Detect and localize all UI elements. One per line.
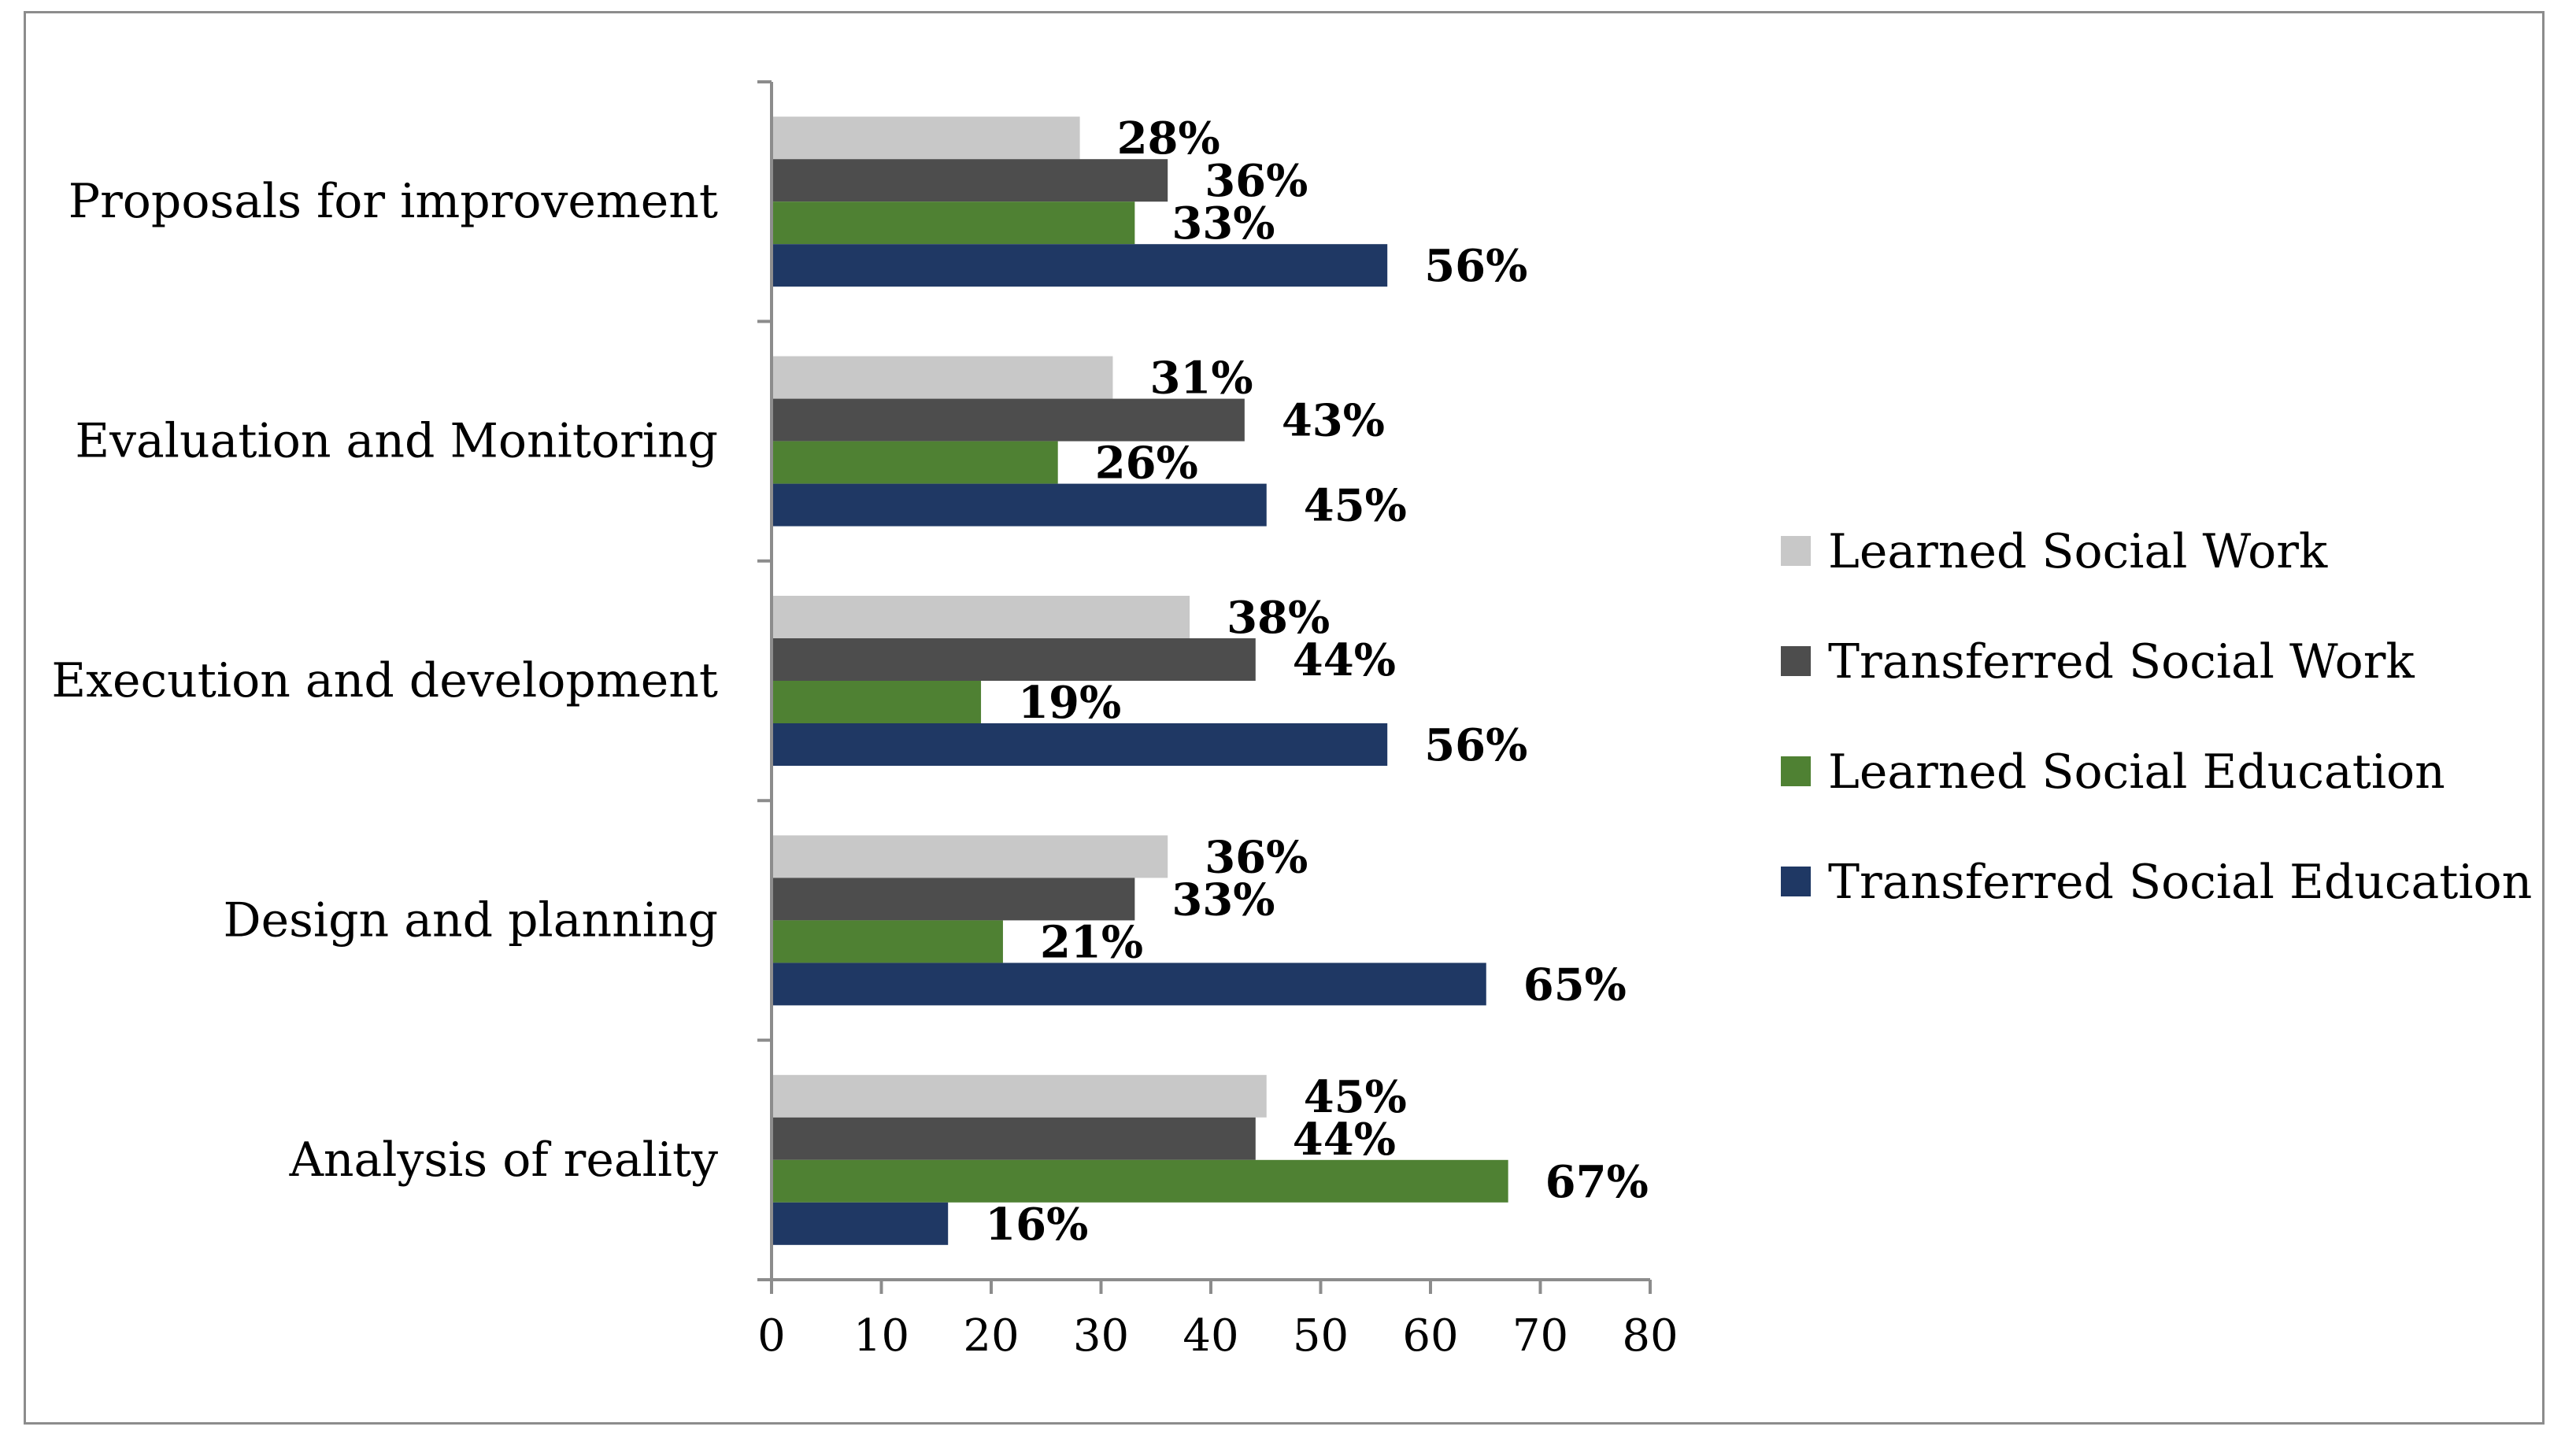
category-label: Proposals for improvement	[68, 174, 718, 229]
x-tick-label: 50	[1293, 1310, 1349, 1362]
data-label-1-4: 36%	[1205, 831, 1308, 883]
legend-label-2: Transferred Social Work	[1828, 634, 2415, 689]
axes-layer	[757, 80, 1652, 1294]
data-label-3-2: 26%	[1095, 438, 1198, 490]
data-label-2-3: 44%	[1293, 634, 1396, 686]
bar-3-3	[772, 681, 982, 723]
data-label-1-1: 28%	[1117, 113, 1220, 164]
legend-swatch-3	[1781, 756, 1811, 786]
x-tick-label: 80	[1622, 1310, 1678, 1362]
data-label-4-4: 65%	[1523, 959, 1627, 1011]
data-label-2-4: 33%	[1171, 874, 1275, 926]
x-tick-label: 70	[1512, 1310, 1568, 1362]
bar-3-5	[772, 1159, 1508, 1203]
data-label-4-2: 45%	[1304, 480, 1407, 532]
data-label-1-2: 31%	[1149, 353, 1253, 405]
category-label: Execution and development	[51, 653, 718, 708]
x-tick-label: 30	[1073, 1310, 1129, 1362]
bar-4-1	[772, 244, 1388, 287]
bar-3-4	[772, 920, 1003, 963]
bar-4-3	[772, 723, 1388, 766]
data-label-4-3: 56%	[1424, 719, 1527, 771]
bar-1-2	[772, 356, 1113, 399]
data-label-3-3: 19%	[1018, 677, 1121, 729]
legend-label-4: Transferred Social Education	[1828, 855, 2532, 910]
legend-label-3: Learned Social Education	[1828, 745, 2445, 800]
bar-1-4	[772, 835, 1168, 878]
data-label-3-4: 21%	[1040, 916, 1143, 968]
bar-4-5	[772, 1202, 949, 1245]
bar-3-2	[772, 441, 1058, 484]
bar-3-1	[772, 201, 1135, 245]
bar-4-4	[772, 963, 1486, 1006]
bar-2-2	[772, 398, 1245, 442]
data-label-1-3: 38%	[1227, 592, 1330, 644]
bar-1-5	[772, 1074, 1267, 1118]
legend-label-1: Learned Social Work	[1828, 524, 2328, 579]
x-tick-label: 0	[757, 1310, 786, 1362]
data-label-3-5: 67%	[1545, 1156, 1649, 1208]
category-label: Evaluation and Monitoring	[75, 414, 718, 469]
category-label: Analysis of reality	[289, 1133, 719, 1188]
category-label: Design and planning	[223, 893, 718, 948]
bars-layer	[772, 116, 1508, 1245]
bar-1-1	[772, 116, 1080, 160]
data-label-2-2: 43%	[1282, 395, 1385, 447]
data-label-2-5: 44%	[1293, 1114, 1396, 1166]
labels-layer: 28%36%33%56%Proposals for improvement31%…	[51, 113, 1678, 1362]
x-tick-label: 20	[963, 1310, 1019, 1362]
data-label-2-1: 36%	[1205, 155, 1308, 207]
bar-1-3	[772, 596, 1190, 638]
x-tick-label: 60	[1402, 1310, 1458, 1362]
x-tick-label: 10	[853, 1310, 909, 1362]
bar-4-2	[772, 483, 1267, 527]
legend-swatch-4	[1781, 867, 1811, 896]
data-label-4-1: 56%	[1424, 240, 1527, 292]
data-label-1-5: 45%	[1304, 1071, 1407, 1123]
bar-2-1	[772, 159, 1168, 202]
bar-2-5	[772, 1117, 1256, 1160]
bar-2-4	[772, 878, 1135, 921]
legend: Learned Social Work Transferred Social Wo…	[1781, 524, 2532, 910]
x-tick-label: 40	[1183, 1310, 1238, 1362]
legend-swatch-2	[1781, 646, 1811, 676]
data-label-3-1: 33%	[1171, 198, 1275, 249]
bar-2-3	[772, 638, 1256, 681]
data-label-4-5: 16%	[985, 1199, 1088, 1251]
legend-swatch-1	[1781, 536, 1811, 566]
